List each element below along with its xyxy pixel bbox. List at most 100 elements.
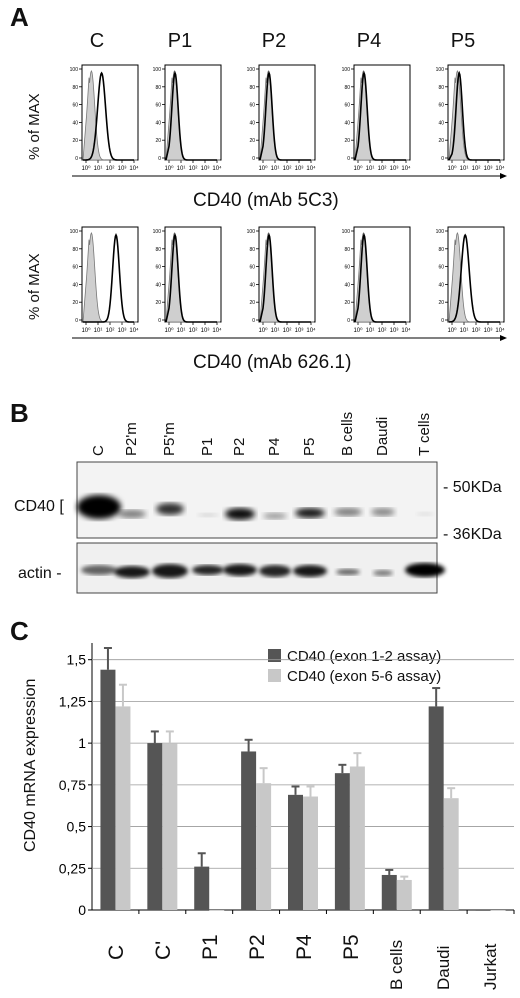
cd40-histogram — [259, 232, 311, 323]
x-tick-label: 10⁴ — [306, 327, 316, 334]
y-tick-label: 100 — [153, 67, 162, 73]
marker-50kda: - 50KDa — [443, 479, 502, 496]
bar-exon12 — [428, 706, 444, 910]
bar-exon12 — [241, 751, 257, 910]
y-tick-label: 60 — [155, 265, 161, 271]
y-tick-label: 80 — [155, 85, 161, 91]
y-tick-label: 40 — [72, 120, 78, 126]
cd40-histogram — [448, 233, 500, 323]
bar-exon56 — [443, 798, 459, 910]
x-tick-label: 10⁴ — [212, 327, 222, 334]
bar-exon56 — [209, 910, 225, 911]
y-tick-label: 0 — [158, 318, 161, 324]
bar-exon12 — [381, 874, 397, 910]
y-tick-label: 40 — [344, 120, 350, 126]
y-tick-label: 100 — [342, 67, 351, 73]
y-tick-label: 60 — [249, 265, 255, 271]
y-tick-label: 60 — [438, 103, 444, 109]
y-tick-label: 20 — [249, 138, 255, 144]
y-tick-label: 40 — [72, 282, 78, 288]
cd40-histogram — [259, 70, 311, 161]
actin-band — [223, 564, 257, 576]
bar-exon56 — [303, 796, 318, 910]
y-tick-label: 100 — [342, 229, 351, 235]
cd40-band — [77, 495, 121, 519]
y-tick-label: 80 — [155, 247, 161, 253]
y-tick-label: 100 — [247, 67, 256, 73]
y-tick-label: 0 — [441, 156, 444, 162]
bar-exon12 — [334, 773, 350, 910]
actin-band — [293, 565, 327, 577]
actin-band — [405, 563, 445, 577]
panel-c-letter: C — [10, 616, 29, 646]
x-tick-label: 10³ — [295, 328, 304, 334]
cd40-histogram — [83, 71, 134, 161]
y-tick-label: 40 — [155, 282, 161, 288]
x-tick-label: 10¹ — [271, 328, 280, 334]
y-tick-label: 60 — [344, 103, 350, 109]
row1-xlabel: CD40 (mAb 5C3) — [193, 190, 339, 211]
x-tick-label: 10⁴ — [306, 165, 316, 172]
actin-band — [373, 570, 393, 576]
y-tick-label: 0 — [252, 156, 255, 162]
bar-exon12 — [147, 743, 163, 910]
x-tick-label: 10⁴ — [401, 327, 411, 334]
y-tick-label: 100 — [247, 229, 256, 235]
x-tick-label: 10¹ — [460, 166, 469, 172]
bar-exon56 — [490, 910, 506, 911]
cd40-histogram — [448, 70, 500, 161]
cd40-band — [295, 508, 325, 518]
legend-label-exon12: CD40 (exon 1-2 assay) — [287, 648, 442, 665]
marker-36kda: - 36KDa — [443, 526, 502, 543]
x-tick-label: 10⁴ — [212, 165, 222, 172]
legend-item-exon12: CD40 (exon 1-2 assay) — [268, 648, 441, 665]
bar-exon12 — [100, 669, 116, 910]
x-tick-label: 10² — [472, 166, 481, 172]
y-tick-label: 0 — [347, 156, 350, 162]
y-tick-label: 60 — [438, 265, 444, 271]
hist-title-c: C — [89, 30, 105, 52]
x-tick-label: 10⁰ — [258, 165, 268, 172]
row1-x-arrow — [500, 173, 507, 179]
y-tick-label: 0 — [158, 156, 161, 162]
y-tick-label: 80 — [344, 247, 350, 253]
y-tick-label: 1,25 — [59, 693, 86, 709]
y-tick-label: 1,5 — [67, 652, 87, 668]
panel-b-letter: B — [10, 398, 29, 428]
y-tick-label: 80 — [344, 85, 350, 91]
y-tick-label: 20 — [344, 138, 350, 144]
category-label: Jurkat — [480, 943, 500, 990]
x-tick-label: 10⁰ — [447, 165, 457, 172]
y-tick-label: 60 — [249, 103, 255, 109]
actin-band-label: actin - — [18, 565, 62, 582]
x-tick-label: 10² — [189, 328, 198, 334]
x-tick-label: 10² — [378, 328, 387, 334]
y-tick-label: 40 — [344, 282, 350, 288]
y-tick-label: 40 — [155, 120, 161, 126]
cd40-histogram — [354, 70, 406, 161]
bar-exon12 — [194, 866, 210, 910]
cd40-blot-strip — [76, 461, 438, 539]
category-label: P4 — [293, 934, 316, 960]
x-tick-label: 10¹ — [94, 328, 103, 334]
y-tick-label: 0,75 — [59, 777, 86, 793]
actin-band — [259, 565, 291, 577]
hist-title-p4: P4 — [356, 30, 382, 52]
x-tick-label: 10³ — [390, 166, 399, 172]
x-tick-label: 10⁰ — [353, 327, 363, 334]
bar-exon12 — [475, 910, 491, 911]
y-tick-label: 40 — [249, 282, 255, 288]
x-tick-label: 10⁴ — [129, 327, 139, 334]
y-tick-label: 0 — [347, 318, 350, 324]
y-tick-label: 40 — [249, 120, 255, 126]
bar-exon56 — [349, 766, 365, 910]
y-tick-label: 80 — [72, 85, 78, 91]
y-tick-label: 0,5 — [67, 819, 87, 835]
cd40-band — [118, 510, 146, 518]
y-tick-label: 40 — [438, 120, 444, 126]
x-tick-label: 10⁴ — [129, 165, 139, 172]
x-tick-label: 10¹ — [460, 328, 469, 334]
cd40-histogram — [165, 70, 217, 161]
